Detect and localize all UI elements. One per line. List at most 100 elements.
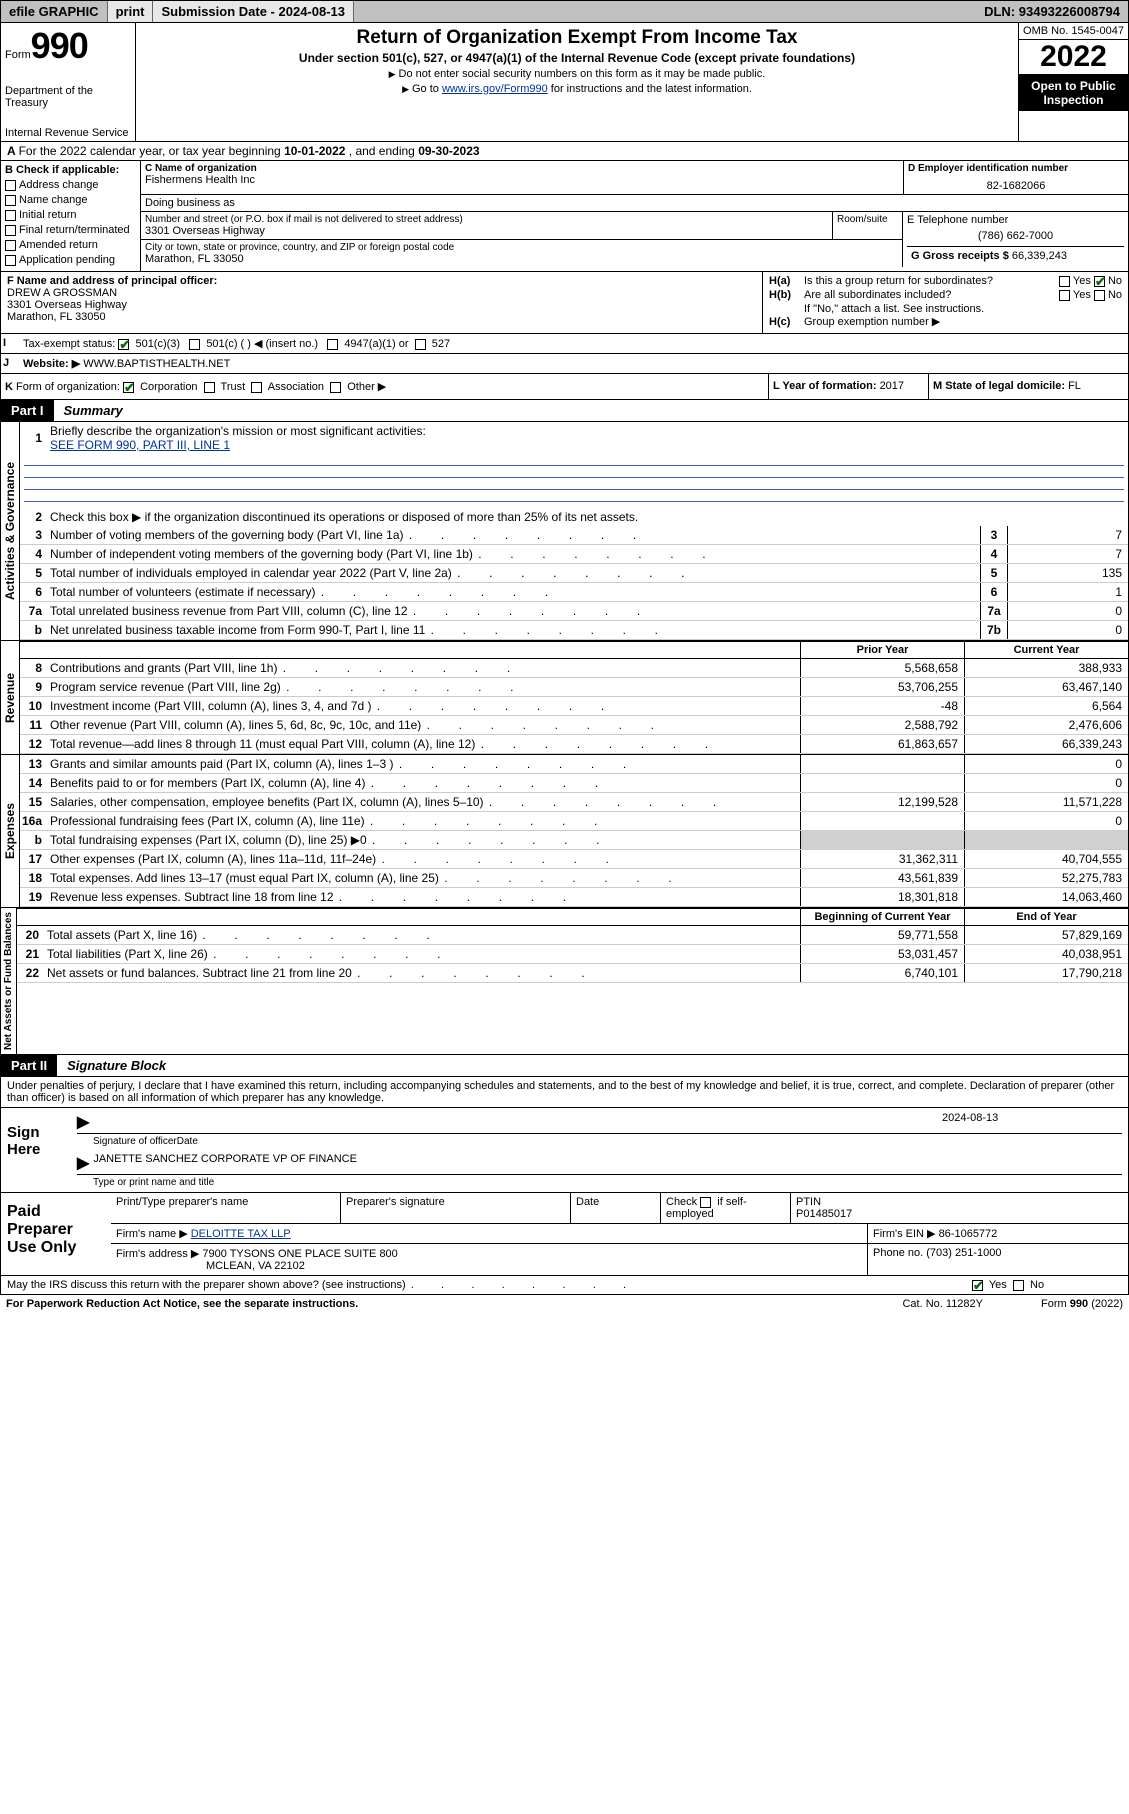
data-row: 11 Other revenue (Part VIII, column (A),… (20, 716, 1128, 735)
l-text: L Year of formation: (773, 380, 880, 392)
prior-val (800, 812, 964, 830)
yes-label: Yes (989, 1279, 1007, 1291)
checkbox-icon[interactable] (1094, 290, 1105, 301)
chk-yes[interactable] (972, 1280, 983, 1291)
row-text: Investment income (Part VIII, column (A)… (48, 697, 800, 715)
data-row: 9 Program service revenue (Part VIII, li… (20, 678, 1128, 697)
opt-final: Final return/terminated (19, 224, 130, 236)
section-bcde: B Check if applicable: Address change Na… (0, 161, 1129, 272)
dln-label: DLN: (984, 4, 1019, 19)
vlabel-expenses: Expenses (1, 755, 20, 907)
sig-officer-space (93, 1112, 942, 1132)
chk-pending[interactable]: Application pending (5, 253, 136, 268)
officer-hdr: F Name and address of principal officer: (7, 275, 217, 287)
checkbox-icon (5, 195, 16, 206)
note-ssn: Do not enter social security numbers on … (144, 68, 1010, 80)
begin-end-hdr: Beginning of Current Year End of Year (17, 908, 1128, 926)
ha-text: Is this a group return for subordinates? (804, 275, 993, 287)
chk-name-change[interactable]: Name change (5, 193, 136, 208)
chk-other[interactable] (330, 382, 341, 393)
data-row: 22 Net assets or fund balances. Subtract… (17, 964, 1128, 983)
gov-row: 7a Total unrelated business revenue from… (20, 602, 1128, 621)
vlabel-netassets: Net Assets or Fund Balances (1, 908, 17, 1054)
chk-527[interactable] (415, 339, 426, 350)
gov-row: 6 Total number of volunteers (estimate i… (20, 583, 1128, 602)
checkbox-icon[interactable] (1059, 290, 1070, 301)
chk-amended[interactable]: Amended return (5, 238, 136, 253)
row-num: 6 (20, 585, 48, 599)
city-value: Marathon, FL 33050 (145, 253, 898, 265)
prior-val: 53,706,255 (800, 678, 964, 696)
row-text: Benefits paid to or for members (Part IX… (48, 774, 800, 792)
chk-assoc[interactable] (251, 382, 262, 393)
checkbox-icon[interactable] (1059, 276, 1070, 287)
row-num: 20 (17, 926, 45, 944)
mission-line (24, 466, 1124, 478)
opt-501c3: 501(c)(3) (135, 338, 180, 350)
cat-no: Cat. No. 11282Y (902, 1298, 983, 1310)
q1-num: 1 (20, 431, 48, 445)
data-row: b Total fundraising expenses (Part IX, c… (20, 831, 1128, 850)
row-text: Salaries, other compensation, employee b… (48, 793, 800, 811)
chk-corp[interactable] (123, 382, 134, 393)
row-text: Total unrelated business revenue from Pa… (48, 602, 980, 620)
row-text: Net unrelated business taxable income fr… (48, 621, 980, 639)
dln: DLN: 93493226008794 (976, 1, 1128, 22)
irs-link[interactable]: www.irs.gov/Form990 (442, 83, 548, 95)
subdate-value: 2024-08-13 (279, 4, 346, 19)
chk-final[interactable]: Final return/terminated (5, 223, 136, 238)
footer: For Paperwork Reduction Act Notice, see … (0, 1295, 1129, 1313)
form-word: Form (5, 49, 31, 61)
row-val: 0 (1008, 602, 1128, 620)
chk-4947[interactable] (327, 339, 338, 350)
chk-self-employed[interactable] (700, 1197, 711, 1208)
org-name-cell: C Name of organization Fishermens Health… (141, 161, 903, 194)
opt-amended: Amended return (19, 239, 98, 251)
chk-trust[interactable] (204, 382, 215, 393)
year-block: OMB No. 1545-0047 2022 Open to Public In… (1018, 23, 1128, 141)
row-num: 16a (20, 812, 48, 830)
opt-other: Other ▶ (347, 381, 386, 393)
row-text: Number of voting members of the governin… (48, 526, 980, 544)
irs-discuss-yn: Yes No (972, 1279, 1122, 1291)
row-text: Revenue less expenses. Subtract line 18 … (48, 888, 800, 906)
prior-val: 59,771,558 (800, 926, 964, 944)
firm-name-link[interactable]: DELOITTE TAX LLP (191, 1228, 291, 1240)
k-text: Form of organization: (16, 381, 120, 393)
rowa-mid: , and ending (345, 144, 418, 158)
row-num: 17 (20, 850, 48, 868)
i-text: Tax-exempt status: (23, 338, 115, 350)
checkbox-icon (5, 225, 16, 236)
chk-501c3[interactable] (118, 339, 129, 350)
data-row: 13 Grants and similar amounts paid (Part… (20, 755, 1128, 774)
row-num: 19 (20, 888, 48, 906)
m-text: M State of legal domicile: (933, 380, 1068, 392)
row-ref: 7a (980, 602, 1008, 620)
print-button[interactable]: print (108, 1, 154, 22)
gross-hdr: G Gross receipts $ (911, 250, 1012, 262)
paid-label: Paid Preparer Use Only (1, 1193, 111, 1275)
hdr-prior: Prior Year (800, 642, 964, 658)
row-num: 21 (17, 945, 45, 963)
checkbox-checked-icon[interactable] (1094, 276, 1105, 287)
row-text: Total fundraising expenses (Part IX, col… (48, 831, 800, 849)
expenses-block: Expenses 13 Grants and similar amounts p… (0, 755, 1129, 908)
chk-address-change[interactable]: Address change (5, 178, 136, 193)
hdr-spacer (20, 642, 800, 658)
addr-phone-row: Number and street (or P.O. box if mail i… (141, 212, 1128, 267)
data-row: 12 Total revenue—add lines 8 through 11 … (20, 735, 1128, 754)
box-b: B Check if applicable: Address change Na… (1, 161, 141, 271)
prior-val: 53,031,457 (800, 945, 964, 963)
curr-val: 66,339,243 (964, 735, 1128, 753)
curr-val: 17,790,218 (964, 964, 1128, 982)
row-val: 0 (1008, 621, 1128, 639)
prior-val (800, 755, 964, 773)
submission-date[interactable]: Submission Date - 2024-08-13 (153, 1, 354, 22)
row-num: 14 (20, 774, 48, 792)
row-text: Net assets or fund balances. Subtract li… (45, 964, 800, 982)
state-domicile: FL (1068, 380, 1081, 392)
chk-no[interactable] (1013, 1280, 1024, 1291)
chk-initial[interactable]: Initial return (5, 208, 136, 223)
q1-answer-link[interactable]: SEE FORM 990, PART III, LINE 1 (50, 438, 230, 452)
chk-501c[interactable] (189, 339, 200, 350)
